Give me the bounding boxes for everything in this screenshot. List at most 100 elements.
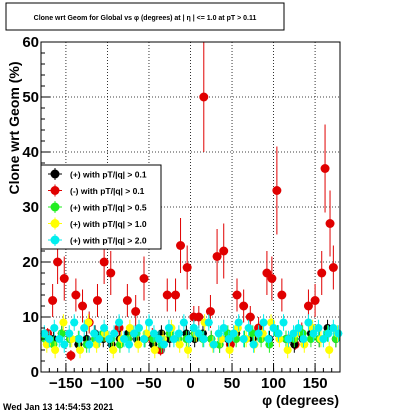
- data-point: [99, 257, 109, 267]
- data-point: [131, 307, 141, 316]
- data-point: [310, 296, 320, 305]
- data-point: [212, 252, 222, 261]
- data-point: [130, 329, 139, 338]
- chart-title: Clone wrt Geom for Global vs φ (degrees)…: [34, 15, 257, 22]
- data-point: [80, 324, 89, 332]
- data-point: [120, 335, 129, 343]
- data-point: [224, 335, 233, 343]
- data-point: [122, 296, 132, 305]
- data-point: [139, 274, 149, 283]
- data-point: [85, 340, 94, 349]
- legend-marker: [50, 186, 60, 195]
- axes: −150 −100 −50 0 50 100 150 0 10 20 30 40 50 60: [22, 34, 341, 392]
- data-point: [90, 329, 99, 338]
- data-point: [182, 263, 192, 272]
- data-point: [135, 324, 144, 332]
- data-point: [48, 296, 58, 305]
- data-point: [92, 296, 102, 305]
- data-point: [174, 329, 183, 338]
- data-point: [269, 324, 278, 332]
- data-point: [199, 335, 208, 343]
- data-point: [162, 290, 172, 300]
- data-point: [115, 318, 124, 327]
- data-point: [184, 346, 193, 354]
- legend-label: (+) with pT/|q| > 2.0: [70, 236, 147, 246]
- data-point: [279, 318, 288, 327]
- legend-marker: [50, 202, 60, 212]
- footer-timestamp: Wed Jan 13 14:54:53 2021: [3, 402, 113, 412]
- x-tick-label: −150: [49, 375, 83, 392]
- data-point: [204, 318, 213, 327]
- data-point: [249, 340, 258, 349]
- data-point: [264, 335, 273, 343]
- data-point: [272, 186, 282, 195]
- x-tick-label: 150: [303, 375, 328, 392]
- data-point: [284, 335, 293, 343]
- data-point: [325, 219, 335, 228]
- data-point: [245, 312, 255, 322]
- legend-label: (+) with pT/|q| > 0.5: [70, 203, 147, 213]
- data-point: [324, 329, 333, 338]
- data-point: [179, 318, 188, 327]
- data-point: [317, 268, 327, 278]
- data-point: [139, 335, 148, 343]
- data-point: [125, 324, 134, 332]
- data-point: [303, 301, 313, 311]
- data-point: [84, 318, 93, 327]
- data-point: [334, 329, 343, 338]
- legend-marker: [50, 219, 60, 228]
- data-point: [239, 335, 248, 343]
- data-point: [70, 318, 79, 327]
- data-point: [45, 335, 54, 343]
- data-point: [55, 335, 64, 343]
- data-point: [199, 92, 209, 102]
- data-point: [110, 329, 119, 338]
- data-point: [320, 164, 330, 173]
- data-point: [164, 324, 173, 332]
- x-tick-label: 100: [261, 375, 286, 392]
- data-point: [78, 301, 88, 311]
- data-point: [75, 335, 84, 343]
- data-point: [225, 346, 234, 354]
- data-point: [259, 318, 268, 327]
- data-point: [314, 324, 323, 332]
- data-point: [144, 318, 153, 327]
- data-point: [105, 335, 114, 343]
- data-point: [134, 340, 143, 349]
- legend-marker: [50, 169, 60, 179]
- data-point: [106, 268, 116, 278]
- x-tick-label: 50: [224, 375, 241, 392]
- data-point: [299, 335, 308, 343]
- data-point: [289, 329, 298, 338]
- data-point: [40, 329, 49, 338]
- data-point: [159, 340, 168, 349]
- title-box: [5, 2, 285, 31]
- data-point: [234, 318, 243, 327]
- data-point: [171, 290, 181, 300]
- data-point: [149, 329, 158, 338]
- data-point: [232, 290, 242, 300]
- y-tick-label: 10: [22, 309, 39, 326]
- data-point: [205, 307, 215, 316]
- data-point: [51, 346, 60, 354]
- data-point: [219, 246, 229, 256]
- data-point: [267, 274, 277, 283]
- y-tick-label: 60: [22, 34, 39, 51]
- series-group: [40, 314, 343, 359]
- data-point: [329, 324, 338, 332]
- data-point: [109, 346, 118, 354]
- data-point: [71, 290, 81, 300]
- data-point: [150, 346, 159, 354]
- data-point: [66, 351, 76, 360]
- data-point: [76, 346, 85, 354]
- data-point: [304, 318, 313, 327]
- data-point: [95, 335, 104, 343]
- data-point: [100, 324, 109, 332]
- legend-label: (+) with pT/|q| > 0.1: [70, 170, 147, 180]
- data-point: [319, 335, 328, 343]
- data-point: [239, 301, 249, 311]
- data-point: [248, 329, 257, 338]
- data-point: [283, 346, 292, 354]
- data-point: [219, 324, 228, 332]
